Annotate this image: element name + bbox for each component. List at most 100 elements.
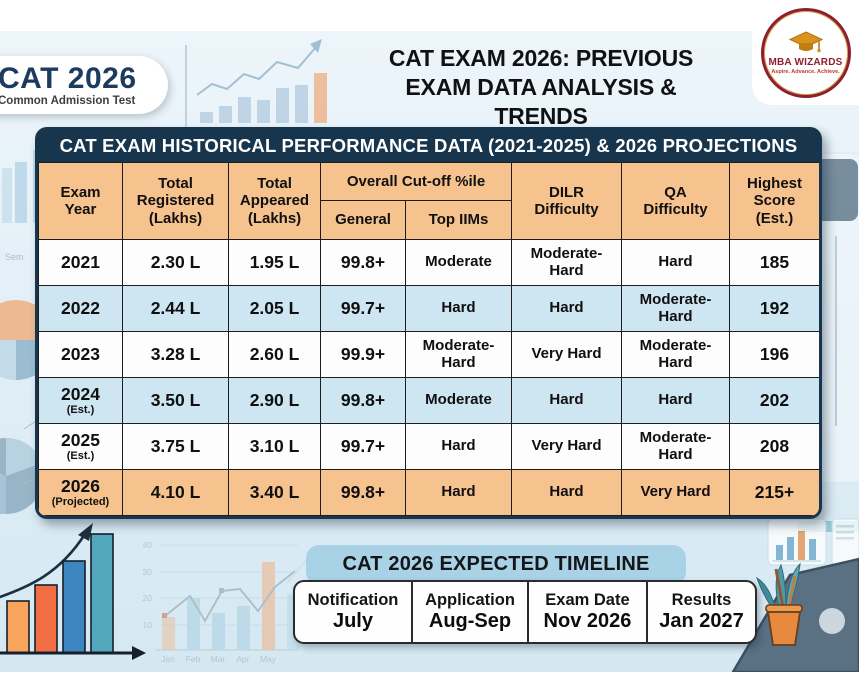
year-value: 2021 bbox=[61, 252, 100, 273]
col-header-general: General bbox=[320, 200, 406, 240]
cell-appeared: 2.90 L bbox=[228, 377, 321, 424]
historical-data-table: Exam Year Total Registered (Lakhs) Total… bbox=[38, 162, 819, 516]
growth-bar-chart-decoration bbox=[0, 523, 146, 660]
cell-dilr-difficulty: Hard bbox=[511, 377, 623, 424]
cell-dilr-difficulty: Very Hard bbox=[511, 423, 623, 470]
cell-dilr-difficulty: Hard bbox=[511, 285, 623, 332]
timeline-item-value: Nov 2026 bbox=[543, 610, 632, 633]
page-title: CAT EXAM 2026: PREVIOUS EXAM DATA ANALYS… bbox=[388, 45, 694, 129]
table-title: CAT EXAM HISTORICAL PERFORMANCE DATA (20… bbox=[59, 135, 798, 156]
cell-year: 2025 (Est.) bbox=[38, 423, 123, 470]
cell-registered: 2.44 L bbox=[122, 285, 229, 332]
cell-year: 2026 (Projected) bbox=[38, 469, 123, 516]
timeline-title: CAT 2026 EXPECTED TIMELINE bbox=[306, 545, 686, 585]
month-jan: Jan bbox=[161, 654, 175, 664]
timeline-item-exam-date: Exam Date Nov 2026 bbox=[526, 582, 646, 642]
cell-appeared: 3.40 L bbox=[228, 469, 321, 516]
cell-qa-difficulty: Very Hard bbox=[621, 469, 731, 516]
ytick-10: 10 bbox=[143, 620, 153, 630]
cell-year: 2023 bbox=[38, 331, 123, 378]
year-note: (Projected) bbox=[51, 495, 110, 508]
timeline-item-label: Results bbox=[671, 590, 732, 609]
data-table-panel: CAT EXAM HISTORICAL PERFORMANCE DATA (20… bbox=[35, 127, 822, 519]
timeline-item-results: Results Jan 2027 bbox=[645, 582, 755, 642]
month-mar: Mar bbox=[211, 654, 226, 664]
mba-wizards-logo-card: MBA WIZARDS Aspire. Advance. Achieve. bbox=[752, 0, 859, 105]
cell-general-cutoff: 99.8+ bbox=[320, 377, 406, 424]
cell-general-cutoff: 99.9+ bbox=[320, 331, 406, 378]
year-value: 2025 bbox=[61, 430, 100, 451]
ytick-20: 20 bbox=[143, 593, 153, 603]
cell-appeared: 2.05 L bbox=[228, 285, 321, 332]
cell-registered: 3.50 L bbox=[122, 377, 229, 424]
cell-appeared: 2.60 L bbox=[228, 331, 321, 378]
year-note: (Est.) bbox=[66, 403, 95, 416]
year-value: 2023 bbox=[61, 344, 100, 365]
side-note-text: Sem bbox=[5, 252, 24, 262]
plant-illustration bbox=[756, 562, 803, 646]
col-header-top-iims: Top IIMs bbox=[404, 200, 513, 240]
table-row-2026: 2026 (Projected) 4.10 L 3.40 L 99.8+ Hard… bbox=[38, 469, 819, 516]
col-header-highest-score: Highest Score (Est.) bbox=[729, 162, 819, 240]
col-header-appeared: Total Appeared (Lakhs) bbox=[228, 162, 321, 240]
cell-dilr-difficulty: Very Hard bbox=[511, 331, 623, 378]
table-row-2023: 2023 3.28 L 2.60 L 99.9+ Moderate- Hard … bbox=[38, 331, 819, 378]
timeline-table: Notification July Application Aug-Sep Ex… bbox=[293, 580, 757, 644]
chart-cards-decoration bbox=[767, 518, 859, 644]
col-header-qa: QA Difficulty bbox=[621, 162, 731, 240]
timeline-item-application: Application Aug-Sep bbox=[410, 582, 527, 642]
cell-appeared: 1.95 L bbox=[228, 239, 321, 286]
cell-year: 2024 (Est.) bbox=[38, 377, 123, 424]
month-may: May bbox=[260, 654, 277, 664]
timeline-item-label: Exam Date bbox=[545, 590, 630, 609]
cell-qa-difficulty: Moderate- Hard bbox=[621, 285, 731, 332]
cell-highest-score: 185 bbox=[729, 239, 819, 286]
cell-top-iims-cutoff: Moderate- Hard bbox=[404, 331, 513, 378]
col-header-dilr: DILR Difficulty bbox=[511, 162, 623, 240]
graduation-cap-icon bbox=[788, 30, 823, 52]
table-row-2022: 2022 2.44 L 2.05 L 99.7+ Hard Hard Moder… bbox=[38, 285, 819, 332]
cell-qa-difficulty: Moderate- Hard bbox=[621, 423, 731, 470]
cell-top-iims-cutoff: Hard bbox=[404, 423, 513, 470]
col-header-cutoff-group: Overall Cut-off %ile bbox=[319, 162, 513, 201]
year-value: 2024 bbox=[61, 384, 100, 405]
table-wrap: Exam Year Total Registered (Lakhs) Total… bbox=[38, 162, 819, 516]
timeline-item-value: Jan 2027 bbox=[659, 610, 744, 633]
cell-registered: 3.28 L bbox=[122, 331, 229, 378]
org-name: MBA WIZARDS bbox=[768, 56, 843, 68]
cell-qa-difficulty: Hard bbox=[621, 377, 731, 424]
cell-highest-score: 202 bbox=[729, 377, 819, 424]
cell-top-iims-cutoff: Moderate bbox=[404, 377, 513, 424]
col-header-registered: Total Registered (Lakhs) bbox=[122, 162, 229, 240]
cell-highest-score: 192 bbox=[729, 285, 819, 332]
cell-qa-difficulty: Moderate- Hard bbox=[621, 331, 731, 378]
cell-general-cutoff: 99.8+ bbox=[320, 239, 406, 286]
month-apr: Apr bbox=[236, 654, 249, 664]
cell-registered: 3.75 L bbox=[122, 423, 229, 470]
table-row-2025: 2025 (Est.) 3.75 L 3.10 L 99.7+ Hard Very… bbox=[38, 423, 819, 470]
cell-highest-score: 196 bbox=[729, 331, 819, 378]
cell-registered: 2.30 L bbox=[122, 239, 229, 286]
cell-appeared: 3.10 L bbox=[228, 423, 321, 470]
timeline-item-label: Notification bbox=[307, 590, 399, 609]
cell-dilr-difficulty: Hard bbox=[511, 469, 623, 516]
timeline-item-value: July bbox=[332, 610, 373, 633]
cell-top-iims-cutoff: Moderate bbox=[404, 239, 513, 286]
cell-year: 2022 bbox=[38, 285, 123, 332]
table-row-2024: 2024 (Est.) 3.50 L 2.90 L 99.8+ Moderate … bbox=[38, 377, 819, 424]
mba-wizards-logo-ring: MBA WIZARDS Aspire. Advance. Achieve. bbox=[760, 7, 851, 98]
cell-top-iims-cutoff: Hard bbox=[404, 285, 513, 332]
cell-top-iims-cutoff: Hard bbox=[404, 469, 513, 516]
timeline-item-notification: Notification July bbox=[295, 582, 411, 642]
org-tagline: Aspire. Advance. Achieve. bbox=[771, 68, 840, 75]
infographic-stage: Sem 32% 30% bbox=[0, 31, 859, 672]
cat-logo-subtitle: Common Admission Test bbox=[0, 95, 136, 108]
timeline-item-value: Aug-Sep bbox=[428, 610, 512, 633]
cell-general-cutoff: 99.7+ bbox=[320, 423, 406, 470]
cat-logo-pill: CAT 2026 Common Admission Test bbox=[0, 56, 168, 114]
col-header-exam-year: Exam Year bbox=[38, 162, 123, 240]
month-feb: Feb bbox=[186, 654, 201, 664]
cell-year: 2021 bbox=[38, 239, 123, 286]
cell-general-cutoff: 99.8+ bbox=[320, 469, 406, 516]
